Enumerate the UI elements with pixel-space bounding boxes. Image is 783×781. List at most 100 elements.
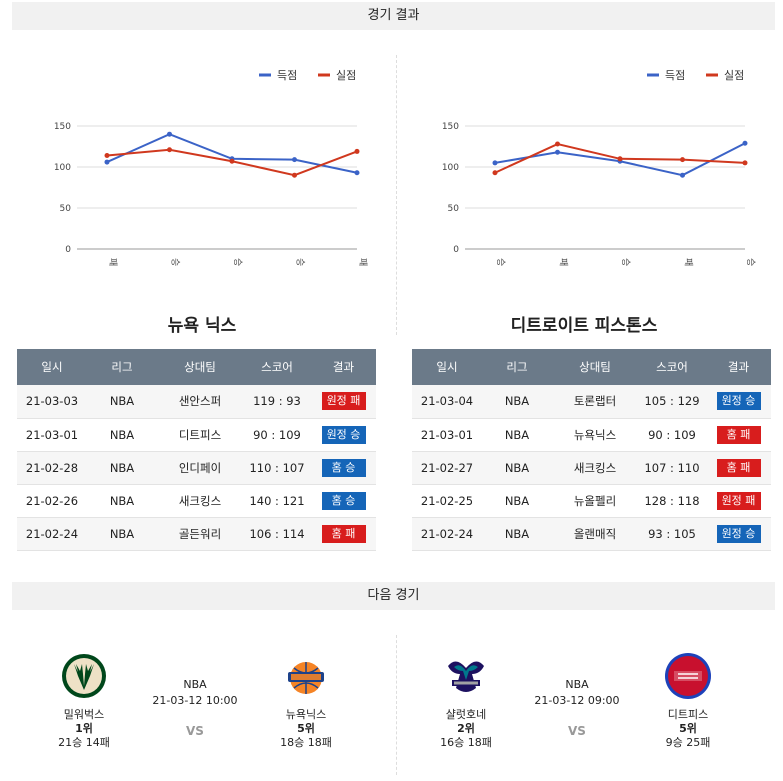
legend-allowed-label: 실점 [724,69,744,82]
date-cell: 21-03-01 [412,418,482,452]
table-row: 21-03-01 NBA 디트피스 90 : 109 원정 승 [17,418,376,452]
y-tick-label: 50 [60,204,72,214]
opponent-cell: 골든워리 [157,517,243,551]
result-cell: 홈 패 [311,517,376,551]
y-tick-label: 0 [453,245,459,255]
score-cell: 107 : 110 [638,451,706,485]
table-row: 21-02-24 NBA 골든워리 106 : 114 홈 패 [17,517,376,551]
result-badge: 원정 승 [716,392,761,411]
next1-away-rank: 5위 [297,722,315,735]
x-tick-label: 패 [683,258,694,266]
team-name-pistons: 디트로이트 피스톤스 [510,316,658,336]
y-tick-label: 100 [54,163,71,173]
data-point [167,147,172,153]
next2-away-team: 디트피스 5위 9승 25패 [643,708,733,750]
x-tick-label: 패 [558,258,569,266]
data-point [354,170,360,176]
column-header: 일시 [412,349,482,385]
data-point [104,153,110,159]
result-cell: 홈 승 [311,484,376,518]
date-cell: 21-02-27 [412,451,482,485]
data-point [354,148,360,154]
result-cell: 홈 패 [706,451,771,485]
column-header: 상대팀 [552,349,638,385]
league-cell: NBA [87,517,157,551]
result-badge: 홈 승 [321,491,366,510]
data-point [292,172,297,178]
next2-home-rank: 2위 [457,722,475,735]
score-cell: 106 : 114 [243,517,311,551]
score-cell: 128 : 118 [638,484,706,518]
data-point [229,158,235,164]
next1-datetime: 21-03-12 10:00 [152,694,238,707]
opponent-cell: 디트피스 [157,418,243,452]
league-cell: NBA [482,451,552,485]
data-point [292,157,297,163]
result-cell: 홈 패 [706,418,771,452]
league-cell: NBA [482,385,552,419]
column-header: 스코어 [243,349,311,385]
table-row: 21-02-24 NBA 올랜매직 93 : 105 원정 승 [412,517,771,551]
data-point [492,170,498,176]
y-tick-label: 150 [54,122,71,132]
x-tick-label: 승 [232,258,243,266]
table-row: 21-02-27 NBA 새크킹스 107 : 110 홈 패 [412,451,771,485]
next2-away-name: 디트피스 [667,708,709,721]
next2-league: NBA [565,678,589,691]
data-point [617,156,623,162]
next2-home-name: 샬럿호네 [445,708,487,721]
next1-league: NBA [183,678,207,691]
column-header: 결과 [311,349,376,385]
column-header: 리그 [87,349,157,385]
league-cell: NBA [87,418,157,452]
data-point [742,160,748,166]
team-name-knicks: 뉴욕 닉스 [167,316,237,336]
date-cell: 21-02-24 [17,517,87,551]
table-row: 21-02-25 NBA 뉴올펠리 128 : 118 원정 패 [412,484,771,518]
result-cell: 원정 승 [706,517,771,551]
next-games-divider [396,635,397,775]
bucks-logo-icon [60,652,108,700]
result-cell: 홈 승 [311,451,376,485]
next-games-section-header: 다음 경기 [12,582,775,610]
result-badge: 홈 승 [321,458,366,477]
y-tick-label: 50 [448,204,460,214]
result-cell: 원정 승 [706,385,771,419]
data-point [104,159,110,165]
table-row: 21-03-01 NBA 뉴욕닉스 90 : 109 홈 패 [412,418,771,452]
results-section-header: 경기 결과 [12,2,775,30]
column-header: 리그 [482,349,552,385]
opponent-cell: 뉴욕닉스 [552,418,638,452]
next1-away-team: 뉴욕닉스 5위 18승 18패 [261,708,351,750]
score-cell: 140 : 121 [243,484,311,518]
data-point [742,140,748,146]
column-header: 스코어 [638,349,706,385]
date-cell: 21-03-03 [17,385,87,419]
x-tick-label: 승 [495,258,506,266]
next1-home-rank: 1위 [75,722,93,735]
score-cell: 93 : 105 [638,517,706,551]
score-cell: 90 : 109 [243,418,311,452]
pistons-score-chart: 득점 실점 0 50 100 150 승 패 승 패 승 [400,52,770,282]
next2-datetime: 21-03-12 09:00 [534,694,620,707]
next1-vs-label: VS [186,724,204,738]
next1-away-name: 뉴욕닉스 [285,708,327,721]
league-cell: NBA [87,385,157,419]
x-tick-label: 승 [295,258,306,266]
result-badge: 원정 패 [716,491,761,510]
legend-scored-label: 득점 [665,69,685,82]
score-cell: 105 : 129 [638,385,706,419]
result-badge: 홈 패 [716,425,761,444]
league-cell: NBA [87,451,157,485]
league-cell: NBA [87,484,157,518]
next2-away-record: 9승 25패 [665,736,711,749]
column-header: 결과 [706,349,771,385]
date-cell: 21-03-04 [412,385,482,419]
data-point [167,131,172,137]
chart-legend: 득점 실점 [259,69,356,82]
table-row: 21-03-03 NBA 샌안스퍼 119 : 93 원정 패 [17,385,376,419]
date-cell: 21-03-01 [17,418,87,452]
result-cell: 원정 패 [706,484,771,518]
pistons-logo-icon [664,652,712,700]
